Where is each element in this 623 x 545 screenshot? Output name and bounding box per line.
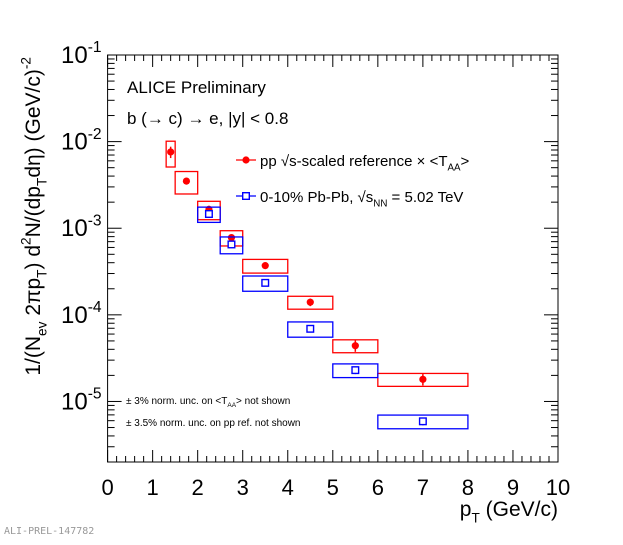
legend-entry-label: 0-10% Pb-Pb, √sNN = 5.02 TeV [260,189,463,210]
systematic-box [219,236,244,255]
x-tick-label: 8 [462,475,474,500]
data-point [261,278,270,287]
data-marks [165,140,469,430]
y-tick-label: 10-3​ [61,212,102,242]
x-tick-label: 4 [282,475,294,500]
systematic-box [174,170,199,195]
data-point [167,148,175,156]
x-tick-label: 10 [546,475,570,500]
systematic-box [332,339,379,354]
data-point [351,366,360,375]
axes: 0 1 2 3 4 5 6 7 8 9 10 10-5​ 10-4​ 10-3​ 10-2​ 10-1​ [61,39,570,500]
y-tick-label: 10-1​ [61,39,102,69]
systematic-box [332,363,379,379]
data-point [418,417,427,426]
x-tick-label: 1 [147,475,159,500]
y-axis-label: 1/(Nev 2πpT) d2N/(dpTdη) (GeV/c)-2​ [19,57,50,376]
y-tick-label: 10-5​ [61,386,102,416]
y-tick-label: 10-2​ [61,126,102,156]
data-point [227,240,236,249]
legend-marker [241,191,250,200]
experiment-label: ALICE Preliminary [127,78,266,97]
data-point [204,209,213,218]
x-tick-label: 3 [237,475,249,500]
x-tick-label: 2 [192,475,204,500]
data-point [351,342,359,350]
legend-entry-label: pp √s-scaled reference × <TAA> [260,153,470,174]
systematic-box [287,321,334,338]
systematic-box [165,140,176,168]
x-tick-label: 7 [417,475,429,500]
systematic-box [377,372,469,388]
systematic-box [242,258,289,274]
x-tick-label: 9 [507,475,519,500]
systematic-box [197,206,221,224]
y-tick-label: 10-4​ [61,299,102,329]
data-point [306,298,314,306]
process-label: b (→ c) → e, |y| < 0.8 [127,109,288,128]
series-pbpb [197,206,469,430]
systematic-box [242,275,289,292]
data-point [182,177,191,185]
norm-unc-pp-note: ± 3.5% norm. unc. on pp ref. not shown [126,418,300,429]
x-axis-label: pT (GeV/c) [460,498,558,525]
x-tick-label: 6 [372,475,384,500]
systematic-box [377,414,469,430]
x-tick-label: 5 [327,475,339,500]
x-tick-label: 0 [101,475,113,500]
data-point [306,324,315,333]
watermark: ALI-PREL-147782 [4,526,94,537]
legend: pp √s-scaled reference × <TAA> 0-10% Pb-P… [236,153,470,210]
data-point [261,262,269,270]
data-point [419,375,427,383]
norm-unc-taa-note: ± 3% norm. unc. on <TAA> not shown [126,396,290,409]
series-pp-reference [165,140,469,388]
legend-marker [242,156,250,164]
systematic-box [287,295,334,310]
